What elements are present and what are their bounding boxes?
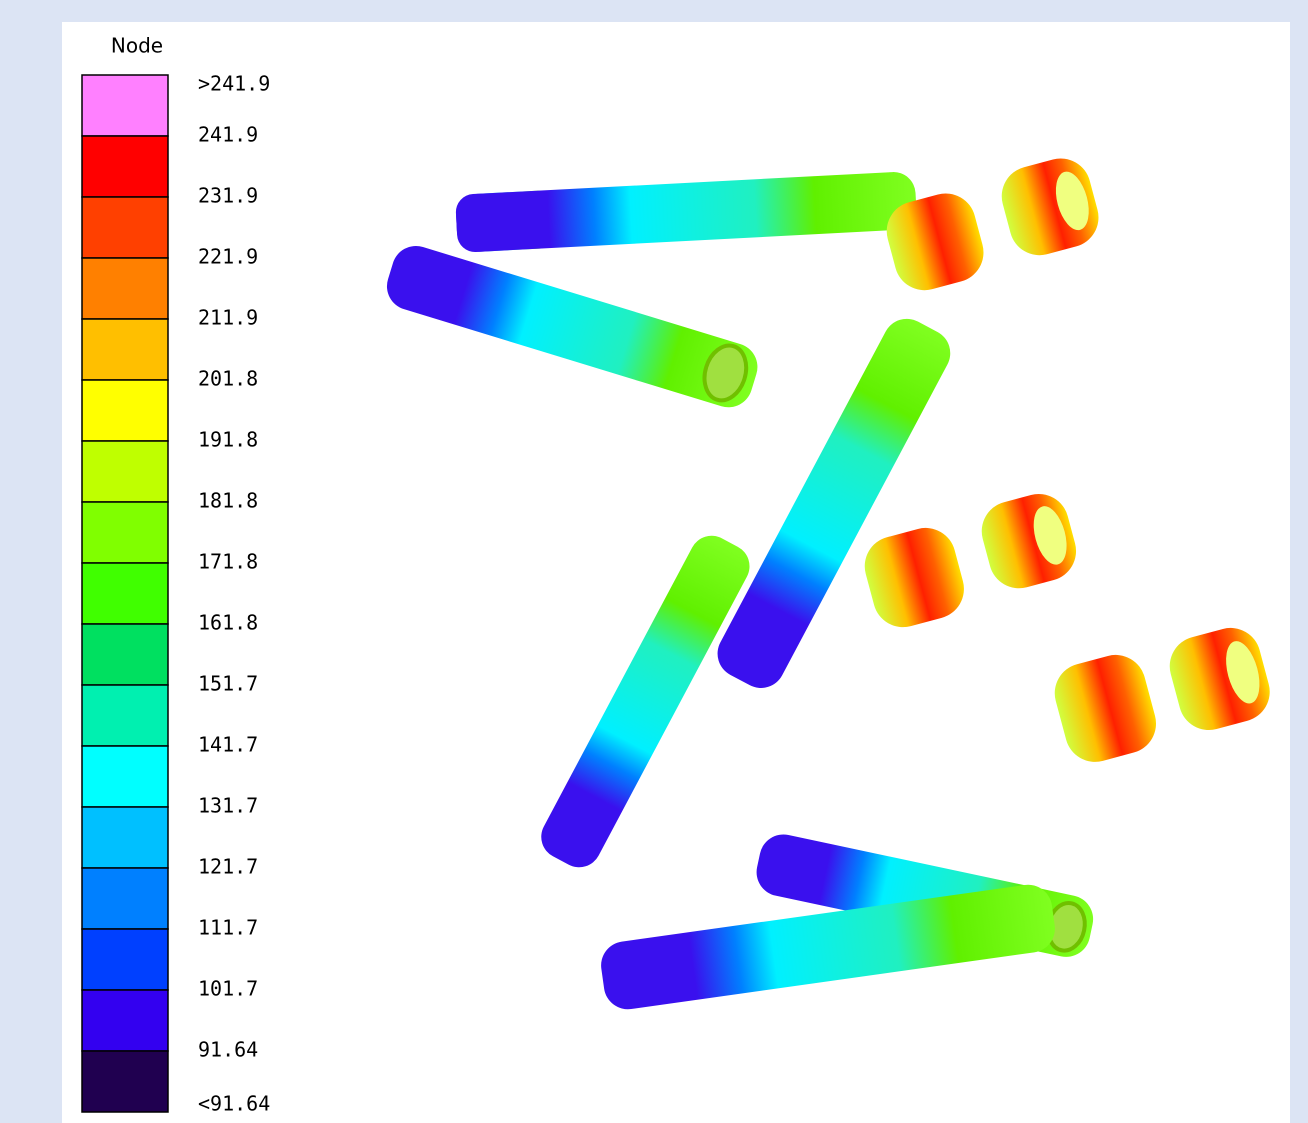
legend-label: 191.8 — [198, 428, 258, 452]
legend-label: 91.64 — [198, 1038, 258, 1062]
legend-swatch — [82, 136, 168, 197]
legend-swatch — [82, 685, 168, 746]
legend-label: 121.7 — [198, 855, 258, 879]
legend-swatch — [82, 380, 168, 441]
legend-swatch — [82, 807, 168, 868]
legend-swatch — [82, 1051, 168, 1112]
legend-swatch — [82, 319, 168, 380]
legend-swatch — [82, 990, 168, 1051]
legend-label: 141.7 — [198, 733, 258, 757]
legend-label: 171.8 — [198, 550, 258, 574]
legend-label: 181.8 — [198, 489, 258, 513]
legend-swatch — [82, 258, 168, 319]
page: Node >241.9 241.9 231.9 221.9 211.9 201.8 191.… — [0, 0, 1308, 1123]
legend-swatch — [82, 197, 168, 258]
legend-label: 241.9 — [198, 123, 258, 147]
legend-swatch — [82, 75, 168, 136]
legend-title: Node — [111, 34, 163, 58]
legend-label: 101.7 — [198, 977, 258, 1001]
legend-swatch — [82, 563, 168, 624]
legend-label: <91.64 — [198, 1092, 270, 1116]
legend-swatch — [82, 441, 168, 502]
legend-label: 211.9 — [198, 306, 258, 330]
legend-label: 151.7 — [198, 672, 258, 696]
legend-swatch — [82, 624, 168, 685]
legend-label: >241.9 — [198, 72, 270, 96]
legend-swatch — [82, 502, 168, 563]
viewport: Node >241.9 241.9 231.9 221.9 211.9 201.8 191.… — [0, 0, 1308, 1123]
legend-swatch — [82, 746, 168, 807]
legend-label: 111.7 — [198, 916, 258, 940]
legend-label: 201.8 — [198, 367, 258, 391]
legend-label: 161.8 — [198, 611, 258, 635]
legend-label: 131.7 — [198, 794, 258, 818]
legend-swatch — [82, 868, 168, 929]
legend-swatch — [82, 929, 168, 990]
legend-label: 221.9 — [198, 245, 258, 269]
legend-label: 231.9 — [198, 184, 258, 208]
